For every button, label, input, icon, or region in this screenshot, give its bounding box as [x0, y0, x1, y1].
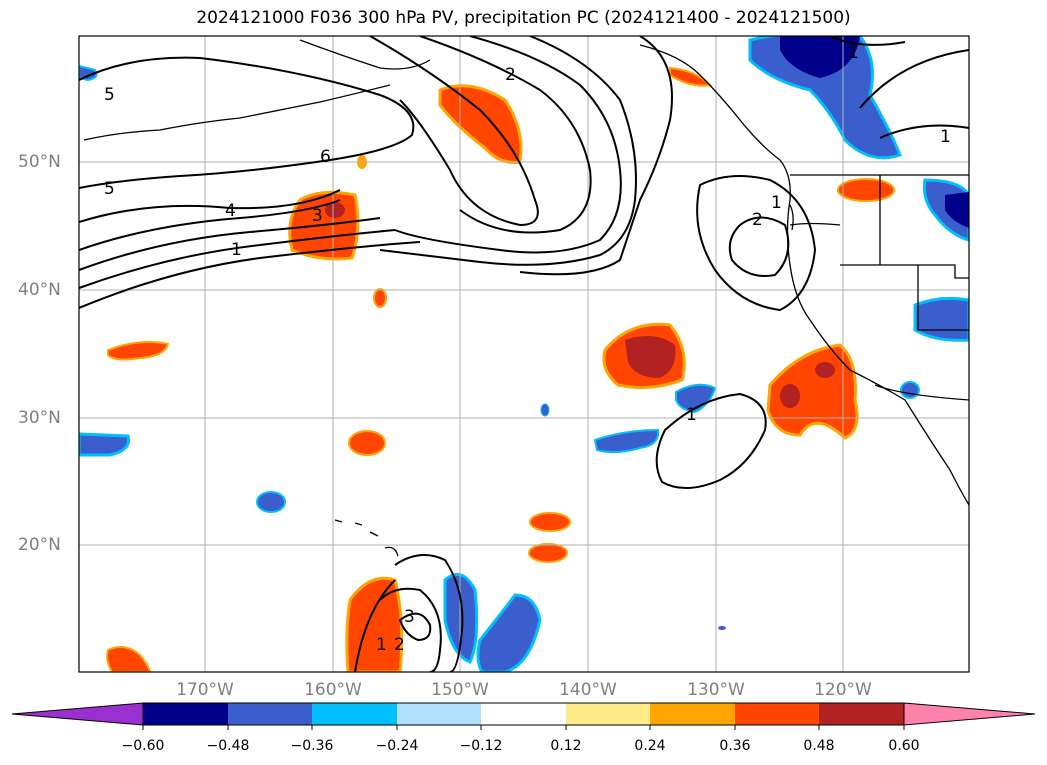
lon-label: 140°W	[559, 680, 617, 700]
contour-label: 1	[231, 240, 242, 260]
colorbar-tick-label: 0.12	[550, 738, 582, 754]
contour-label: 2	[752, 210, 763, 230]
contour-label: 3	[404, 607, 415, 627]
contour-label: 4	[225, 201, 236, 221]
colorbar-tick-label: −0.36	[290, 738, 334, 754]
contour-label: 2	[394, 635, 405, 655]
colorbar-tick-label: 0.24	[634, 738, 666, 754]
lon-label: 170°W	[176, 680, 234, 700]
contour-label: 1	[848, 43, 859, 63]
pv-contours	[79, 36, 969, 672]
colorbar-bin	[481, 703, 566, 725]
map-gridlines	[79, 36, 969, 672]
colorbar-bin	[650, 703, 735, 725]
colorbar-bin	[143, 703, 228, 725]
lon-label: 150°W	[431, 680, 489, 700]
contour-label: 2	[505, 65, 516, 85]
lon-label: 130°W	[687, 680, 745, 700]
colorbar-tick-label: 0.48	[803, 738, 835, 754]
map-title: 2024121000 F036 300 hPa PV, precipitatio…	[196, 8, 851, 28]
colorbar-tick-label: 0.36	[719, 738, 751, 754]
colorbar-tick-label: −0.12	[459, 738, 503, 754]
contour-labels: 5 6 5 4 3 1 2 1 2 1 1 1 3 2 1	[104, 43, 951, 655]
contour-label: 1	[686, 405, 697, 425]
contour-label: 3	[312, 206, 323, 226]
colorbar-bin	[228, 703, 312, 725]
lat-label: 20°N	[18, 535, 61, 555]
colorbar-tick-label: 0.60	[888, 738, 920, 754]
colorbar-bin	[566, 703, 650, 725]
lon-label: 120°W	[814, 680, 872, 700]
contour-label: 1	[771, 193, 782, 213]
contour-label: 5	[104, 179, 115, 199]
lon-label: 160°W	[304, 680, 362, 700]
contour-label: 6	[320, 147, 331, 167]
map-frame	[78, 35, 970, 673]
map-plot-area: 5 6 5 4 3 1 2 1 2 1 1 1 3 2 1	[79, 36, 969, 672]
colorbar-bin	[819, 703, 904, 725]
colorbar	[11, 702, 1036, 730]
colorbar-tick-label: −0.48	[206, 738, 250, 754]
colorbar-bin	[312, 703, 397, 725]
contour-label: 1	[940, 127, 951, 147]
lat-label: 40°N	[18, 280, 61, 300]
colorbar-tick-label: −0.60	[121, 738, 165, 754]
contour-label: 1	[376, 635, 387, 655]
precip-positive-areas	[106, 66, 895, 672]
colorbar-bin	[735, 703, 819, 725]
colorbar-min-extension	[11, 702, 144, 726]
colorbar-max-extension	[903, 702, 1036, 726]
coastlines	[83, 39, 969, 557]
colorbar-bin	[397, 703, 481, 725]
colorbar-tick-label: −0.24	[375, 738, 419, 754]
lat-label: 30°N	[18, 408, 61, 428]
lat-label: 50°N	[18, 152, 61, 172]
contour-label: 5	[104, 85, 115, 105]
